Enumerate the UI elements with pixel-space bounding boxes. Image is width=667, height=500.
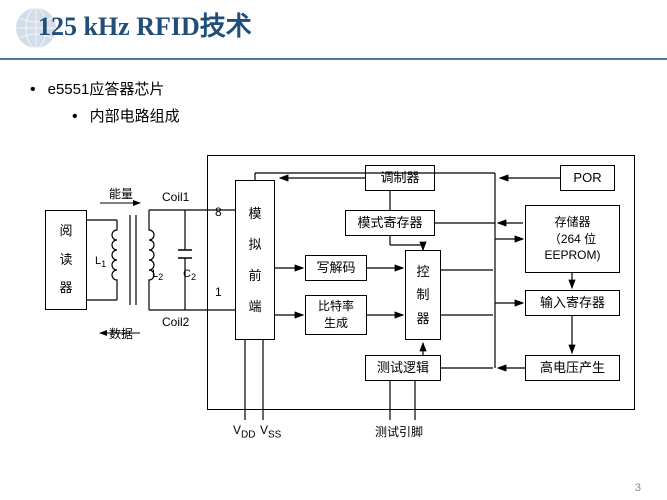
testlogic-block: 测试逻辑 — [365, 355, 441, 381]
reader-block: 阅 读 器 — [45, 210, 87, 310]
l1-label: L1 — [95, 255, 106, 269]
vdd-label: VDD — [233, 423, 255, 440]
bullet-level-2: • 内部电路组成 — [72, 105, 667, 126]
bullet-list: • e5551应答器芯片 • 内部电路组成 — [0, 60, 667, 126]
bullet-2-text: 内部电路组成 — [90, 105, 180, 126]
slide-title: 125 kHz RFID技术 — [38, 6, 252, 43]
block-diagram: 阅 读 器 模 拟 前 端 调制器 POR 模式寄存器 存储器 （264 位 E… — [45, 155, 635, 445]
controller-block: 控 制 器 — [405, 250, 441, 340]
inputreg-block: 输入寄存器 — [525, 290, 620, 316]
coil2-label: Coil2 — [162, 315, 189, 329]
page-number: 3 — [635, 482, 641, 494]
vss-label: VSS — [260, 423, 281, 440]
one-label: 1 — [215, 285, 222, 299]
modereg-block: 模式寄存器 — [345, 210, 435, 236]
slide-header: 125 kHz RFID技术 — [0, 0, 667, 60]
bitrate-block: 比特率 生成 — [305, 295, 367, 335]
afe-block: 模 拟 前 端 — [235, 180, 275, 340]
coil1-label: Coil1 — [162, 190, 189, 204]
data-label: 数据 — [109, 325, 133, 342]
testpin-label: 测试引脚 — [375, 423, 423, 440]
bullet-dot: • — [72, 109, 78, 125]
bullet-dot: • — [30, 82, 36, 98]
modulator-block: 调制器 — [365, 165, 435, 191]
writedec-block: 写解码 — [305, 255, 367, 281]
l2-label: L2 — [152, 268, 163, 282]
hvgen-block: 高电压产生 — [525, 355, 620, 381]
storage-block: 存储器 （264 位 EEPROM) — [525, 205, 620, 273]
c2-label: C2 — [183, 268, 196, 282]
energy-label: 能量 — [109, 185, 133, 202]
por-block: POR — [560, 165, 615, 191]
bullet-level-1: • e5551应答器芯片 — [30, 78, 667, 99]
eight-label: 8 — [215, 205, 222, 219]
bullet-1-text: e5551应答器芯片 — [48, 78, 165, 99]
